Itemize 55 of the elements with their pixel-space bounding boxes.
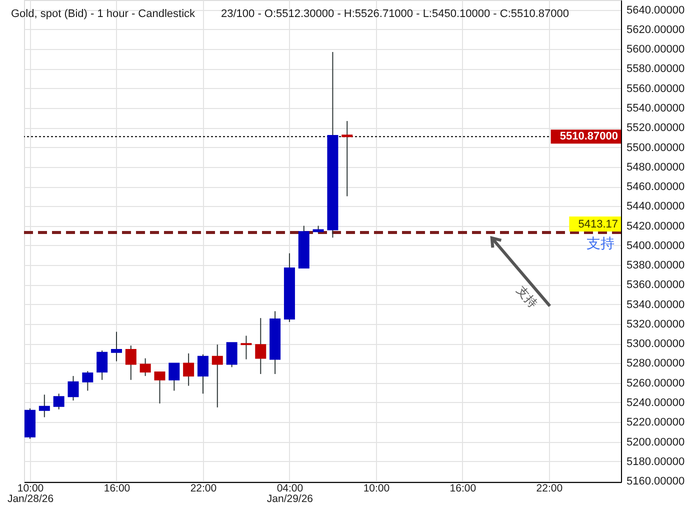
y-tick-label: 5640.00000: [626, 4, 685, 16]
y-tick-label: 5480.00000: [626, 161, 685, 174]
candlestick: [168, 362, 180, 392]
y-tick-label: 5600.00000: [626, 44, 685, 56]
y-tick-label: 5440.00000: [626, 200, 685, 213]
candlestick: [154, 372, 166, 404]
candlestick: [342, 120, 353, 197]
y-tick-label: 5500.00000: [626, 142, 685, 154]
y-tick-label: 5540.00000: [626, 102, 685, 114]
candlestick: [197, 354, 208, 394]
x-tick-label: 16:00: [450, 482, 476, 494]
y-tick-label: 5380.00000: [626, 260, 685, 272]
candlestick: [110, 331, 122, 362]
ref-line-label: 5510.87000: [560, 130, 618, 143]
y-tick-label: 5580.00000: [626, 63, 685, 76]
y-tick-label: 5320.00000: [626, 318, 685, 330]
y-tick-label: 5220.00000: [626, 416, 685, 429]
candlestick: [240, 335, 252, 360]
text: 23/100 - O:5512.30000 - H:5526.71000 - L:5450.10000 - C:5510.87000: [221, 8, 569, 20]
y-tick-label: 5520.00000: [626, 122, 685, 134]
x-tick-label: 16:00: [104, 482, 130, 494]
y-tick-label: 5200.00000: [626, 436, 685, 448]
y-tick-label: 5160.00000: [626, 476, 685, 488]
candlestick: [96, 350, 108, 380]
y-tick-label: 5460.00000: [626, 181, 685, 194]
candlestick: [212, 344, 223, 408]
y-tick-label: 5360.00000: [626, 279, 685, 292]
candlestick: [140, 358, 151, 376]
annotation: 支持: [586, 236, 615, 252]
y-tick-label: 5180.00000: [626, 456, 685, 468]
x-tick-label: 10:00: [363, 482, 390, 494]
annotation: 支持: [514, 283, 540, 311]
candlestick: [183, 352, 194, 386]
y-tick-label: 5560.00000: [626, 82, 685, 95]
candlestick: [125, 345, 136, 380]
x-tick-label: 10:00 Jan/28/26: [7, 482, 54, 505]
y-tick-label: 5300.00000: [626, 338, 685, 350]
x-tick-label: 22:00: [536, 482, 563, 494]
y-tick-label: 5420.00000: [626, 220, 685, 232]
text: Gold, spot (Bid) - 1 hour - Candlestick: [11, 8, 196, 20]
y-tick-label: 5400.00000: [626, 240, 685, 252]
candlestick: [226, 342, 238, 368]
y-tick-label: 5340.00000: [626, 298, 685, 311]
y-tick-label: 5620.00000: [626, 24, 685, 36]
ref-line-label: 5413.17: [578, 218, 618, 230]
y-tick-label: 5280.00000: [626, 358, 685, 370]
candlestick: [68, 375, 79, 402]
candlestick: [82, 370, 94, 392]
y-tick-label: 5260.00000: [626, 377, 685, 390]
y-tick-label: 5240.00000: [626, 396, 685, 409]
candlestick: [38, 394, 50, 418]
candlestick: [53, 393, 64, 410]
x-tick-label: 22:00: [190, 482, 217, 494]
candlestick: [255, 318, 266, 375]
x-tick-label: 04:00 Jan/29/26: [266, 482, 314, 505]
